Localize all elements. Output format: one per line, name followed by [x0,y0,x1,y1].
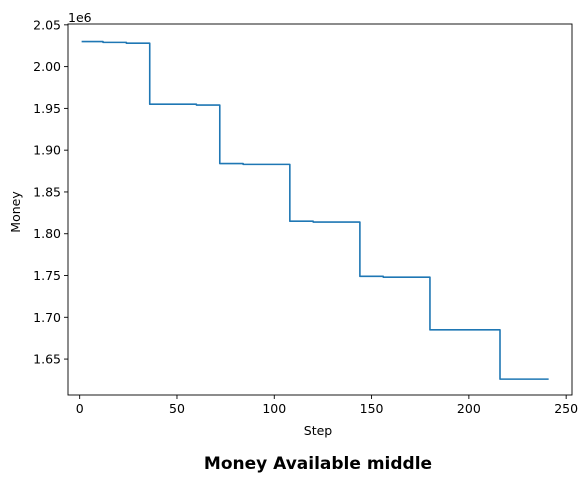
x-tick-label: 50 [169,401,185,416]
y-tick-label: 1.85 [33,184,61,199]
y-tick-label: 1.90 [33,143,61,158]
y-tick-label: 1.65 [33,352,61,367]
x-tick-label: 200 [457,401,481,416]
x-axis: 0 50 100 150 200 250 [76,395,578,416]
y-tick-label: 1.75 [33,268,61,283]
y-tick-label: 1.80 [33,226,61,241]
x-tick-label: 0 [76,401,84,416]
y-axis-label: Money [8,191,23,233]
y-tick-label: 2.05 [33,17,61,32]
y-tick-label: 1.70 [33,310,61,325]
series-line-0 [81,40,549,380]
x-axis-label: Step [304,423,333,438]
y-tick-label: 1.95 [33,101,61,116]
chart-title: Money Available middle [204,454,432,474]
plot-frame [67,23,573,396]
plot-area [67,23,573,396]
y-tick-label: 2.00 [33,59,61,74]
x-tick-label: 100 [262,401,286,416]
y-axis: 1.65 1.70 1.75 1.80 1.85 1.90 1.95 2.00 2.05 [33,17,68,367]
x-tick-label: 150 [360,401,384,416]
x-tick-label: 250 [554,401,578,416]
y-offset-label: 1e6 [68,10,92,25]
